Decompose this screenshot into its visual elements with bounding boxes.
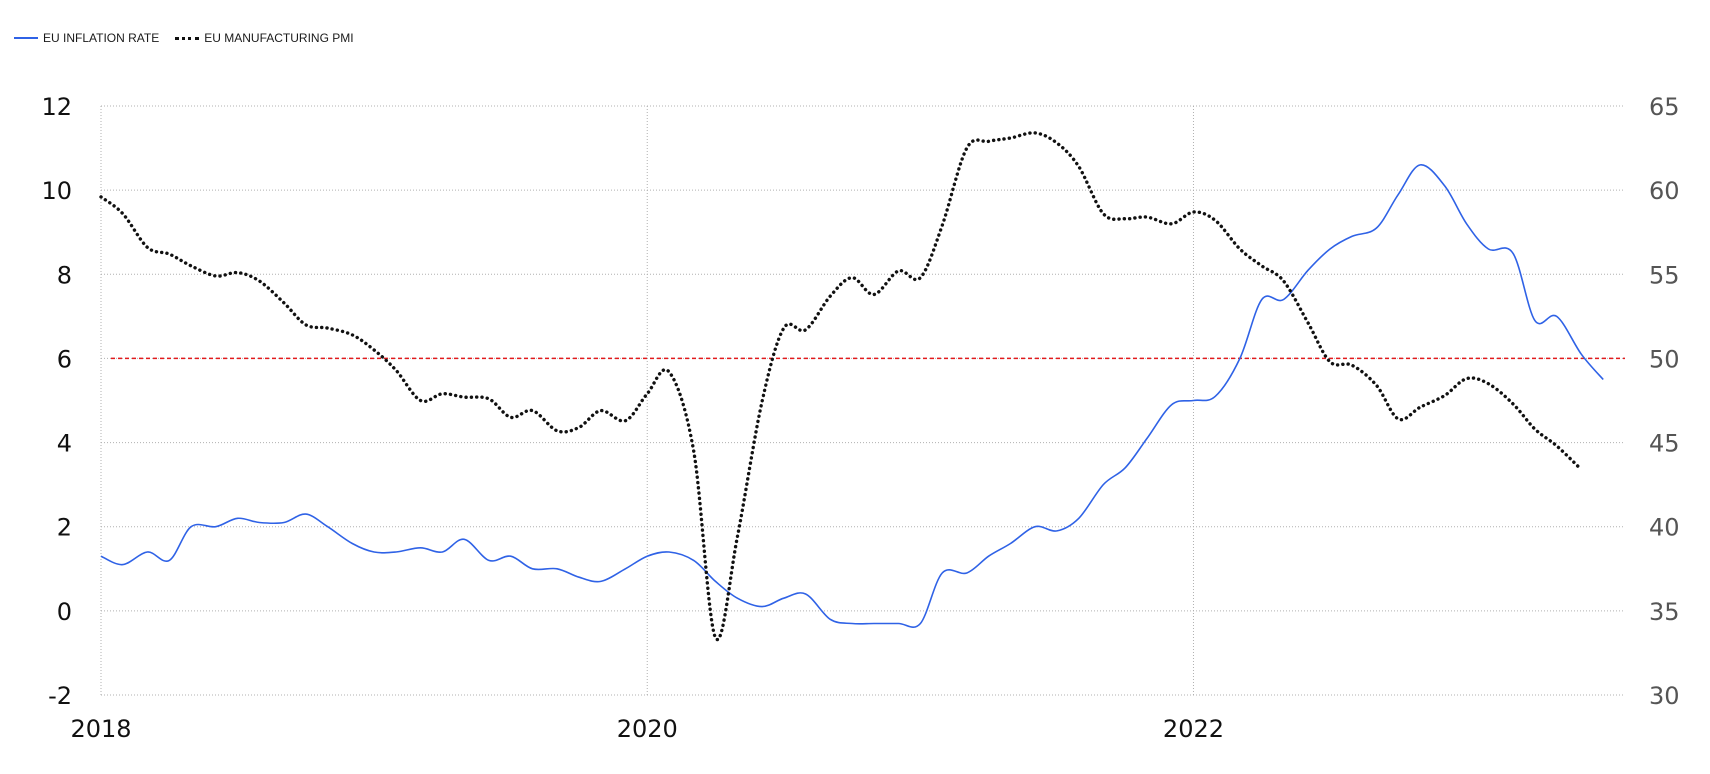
y-left-tick-label: 4 [57, 430, 72, 458]
y-right-tick-label: 35 [1649, 598, 1680, 626]
x-tick-label: 2018 [70, 715, 131, 743]
y-left-tick-label: 2 [57, 514, 72, 542]
y-left-tick-label: 12 [41, 93, 72, 121]
chart-legend: EU INFLATION RATE EU MANUFACTURING PMI [14, 31, 370, 45]
y-right-tick-label: 55 [1649, 261, 1680, 289]
legend-swatch-inflation [14, 37, 38, 39]
x-tick-label: 2020 [617, 715, 678, 743]
chart-grid [100, 105, 1625, 696]
legend-swatch-pmi [175, 36, 200, 40]
y-right-tick-label: 30 [1649, 682, 1680, 710]
legend-item-pmi[interactable]: EU MANUFACTURING PMI [175, 31, 354, 45]
y-left-tick-label: -2 [48, 682, 72, 710]
axis-labels: -2 30 0 35 2 40 4 45 6 50 8 55 10 60 12 65 2018 2020 2022 [41, 93, 1679, 743]
legend-item-inflation[interactable]: EU INFLATION RATE [14, 31, 159, 45]
y-right-tick-label: 60 [1649, 177, 1680, 205]
series-group [99, 131, 1604, 642]
y-right-tick-label: 40 [1649, 514, 1680, 542]
series-line-manufacturing-pmi [99, 131, 1583, 642]
y-right-tick-label: 45 [1649, 430, 1680, 458]
y-left-tick-label: 10 [41, 177, 72, 205]
y-right-tick-label: 50 [1649, 345, 1680, 373]
legend-label-pmi: EU MANUFACTURING PMI [204, 31, 354, 45]
y-left-tick-label: 8 [57, 261, 72, 289]
legend-label-inflation: EU INFLATION RATE [43, 31, 160, 45]
y-right-tick-label: 65 [1649, 93, 1680, 121]
series-line-inflation-rate [100, 164, 1604, 628]
y-left-tick-label: 6 [57, 345, 72, 373]
x-tick-label: 2022 [1163, 715, 1224, 743]
y-left-tick-label: 0 [57, 598, 72, 626]
